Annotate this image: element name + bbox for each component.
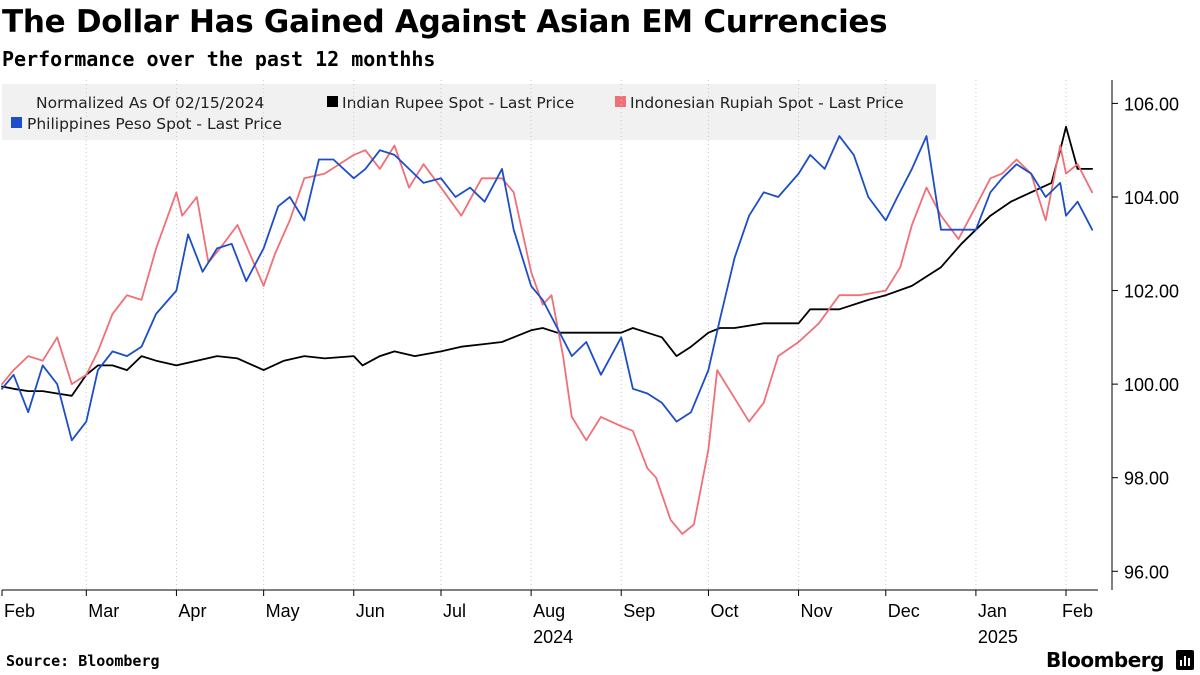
legend-note: Normalized As Of 02/15/2024 [36, 94, 264, 112]
x-tick-label: Jul [443, 601, 466, 621]
x-tick-label: Aug [533, 601, 565, 621]
legend-swatch [327, 96, 338, 107]
year-label: 2025 [978, 627, 1018, 647]
chart-subtitle: Performance over the past 12 monthhs [2, 47, 436, 71]
series-line-idr [1, 144, 1094, 535]
gridlines [85, 80, 1067, 590]
y-tick-label: 100.00 [1124, 375, 1179, 395]
legend-swatch [11, 117, 22, 128]
x-tick-label: Sep [623, 601, 655, 621]
legend-swatch [615, 96, 626, 107]
x-tick-label: Nov [801, 601, 833, 621]
x-tick-label: Jan [978, 601, 1007, 621]
y-tick-label: 102.00 [1124, 282, 1179, 302]
x-tick-label: May [266, 601, 300, 621]
series-line-php [1, 135, 1094, 442]
year-label: 2024 [533, 627, 573, 647]
y-tick-label: 96.00 [1124, 562, 1169, 582]
legend-label: Indonesian Rupiah Spot - Last Price [630, 94, 904, 112]
legend-label: Indian Rupee Spot - Last Price [342, 94, 574, 112]
bloomberg-logo: Bloomberg [1046, 648, 1164, 672]
x-tick-label: Feb [4, 601, 35, 621]
chart-title: The Dollar Has Gained Against Asian EM C… [2, 4, 888, 40]
series-line-inr [1, 125, 1094, 397]
legend: Indian Rupee Spot - Last Price Indonesian… [11, 94, 904, 133]
x-tick-label: Feb [1062, 601, 1093, 621]
x-tick-label: Jun [356, 601, 385, 621]
y-tick-label: 104.00 [1124, 188, 1179, 208]
source-note: Source: Bloomberg [6, 652, 160, 670]
legend-label: Philippines Peso Spot - Last Price [27, 115, 282, 133]
series-lines [1, 125, 1094, 535]
x-tick-label: Dec [888, 601, 920, 621]
y-tick-label: 106.00 [1124, 94, 1179, 114]
bloomberg-terminal-icon [1176, 650, 1194, 670]
x-tick-label: Mar [88, 601, 119, 621]
x-tick-label: Apr [178, 601, 206, 621]
x-tick-label: Oct [710, 601, 738, 621]
axes: Feb Mar Apr May Jun Jul Aug Sep Oct Nov Dec Jan Feb 2… [1, 80, 1179, 647]
y-tick-label: 98.00 [1124, 469, 1169, 489]
legend-background [2, 84, 936, 140]
